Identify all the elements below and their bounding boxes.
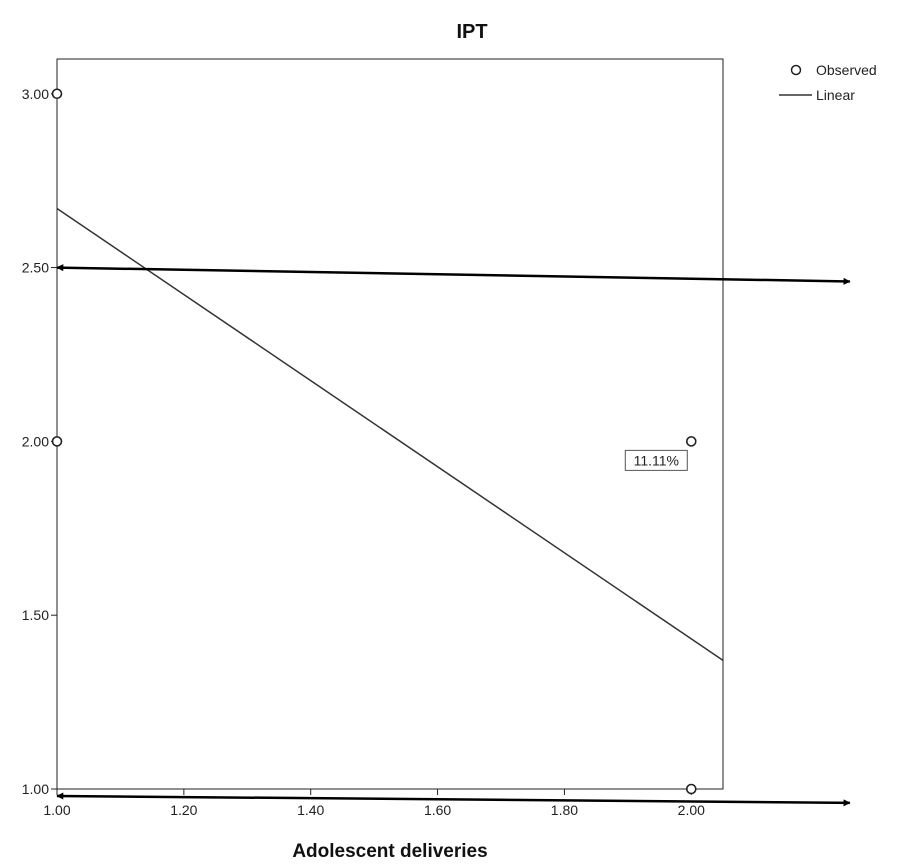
overlay-arrow: [56, 264, 851, 285]
y-tick-label: 2.50: [22, 260, 49, 276]
x-tick-label: 1.00: [43, 802, 70, 818]
observed-point: [685, 436, 697, 447]
x-tick-label: 1.20: [170, 802, 197, 818]
x-tick-label: 1.40: [297, 802, 324, 818]
x-tick-label: 1.80: [551, 802, 578, 818]
y-tick-label: 1.00: [22, 781, 49, 797]
y-axis-ticks: 1.00 1.50 2.00 2.50 3.00: [22, 86, 57, 797]
x-axis-title: Adolescent deliveries: [292, 841, 487, 862]
annotation-label: 11.11%: [634, 452, 679, 468]
legend-linear-label: Linear: [816, 87, 855, 103]
y-tick-label: 1.50: [22, 607, 49, 623]
x-tick-label: 2.00: [678, 802, 705, 818]
legend-observed-marker: [790, 64, 802, 76]
y-tick-label: 3.00: [22, 86, 49, 102]
y-tick-label: 2.00: [22, 433, 49, 449]
observed-point: [685, 783, 697, 795]
x-axis-ticks: 1.00 1.20 1.40 1.60 1.80 2.00: [43, 789, 705, 818]
legend-observed-label: Observed: [816, 62, 877, 78]
legend: Observed Linear: [779, 62, 877, 103]
annotation-layer: 11.11%: [624, 449, 688, 471]
overlay-arrows: [56, 264, 851, 807]
plot-frame: [56, 58, 724, 790]
observed-point: [51, 88, 63, 100]
x-tick-label: 1.60: [424, 802, 451, 818]
chart-title: IPT: [456, 21, 487, 43]
series-layer: [51, 88, 724, 795]
overlay-arrow: [56, 792, 851, 807]
annotation-box: [624, 449, 688, 471]
observed-point: [51, 436, 63, 447]
